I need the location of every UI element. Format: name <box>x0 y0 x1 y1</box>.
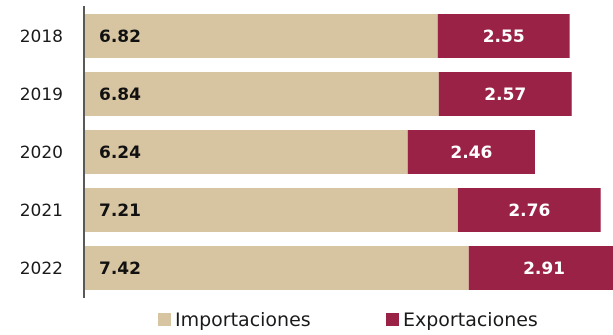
legend-swatch-exportaciones <box>386 313 399 326</box>
bar-importaciones-2019 <box>85 72 439 116</box>
legend: Importaciones Exportaciones <box>158 309 538 331</box>
y-tick-labels: 2018 2019 2020 2021 2022 <box>20 27 63 279</box>
data-label-exportaciones-2021: 2.76 <box>508 201 550 221</box>
data-label-exportaciones-2018: 2.55 <box>483 27 525 47</box>
bar-importaciones-2021 <box>85 188 458 232</box>
y-tick-label-2019: 2019 <box>20 85 63 105</box>
data-label-exportaciones-2022: 2.91 <box>523 259 565 279</box>
data-label-importaciones-2021: 7.21 <box>99 201 141 221</box>
bar-exportaciones-2018 <box>437 14 570 58</box>
data-label-importaciones-2022: 7.42 <box>99 259 141 279</box>
bars-group: 6.82 2.55 6.84 2.57 6.24 2.46 7.21 2.76 7.42 2.91 <box>85 14 613 290</box>
bar-importaciones-2018 <box>85 14 438 58</box>
bar-exportaciones-2021 <box>457 188 601 232</box>
bar-exportaciones-2022 <box>468 246 613 290</box>
legend-swatch-importaciones <box>158 313 171 326</box>
bar-importaciones-2020 <box>85 130 408 174</box>
y-tick-label-2020: 2020 <box>20 143 63 163</box>
legend-label-importaciones: Importaciones <box>175 309 311 331</box>
data-label-exportaciones-2020: 2.46 <box>450 143 492 163</box>
bar-exportaciones-2019 <box>438 72 572 116</box>
data-label-importaciones-2018: 6.82 <box>99 27 141 47</box>
bar-importaciones-2022 <box>85 246 469 290</box>
data-label-exportaciones-2019: 2.57 <box>484 85 526 105</box>
bar-exportaciones-2020 <box>407 130 535 174</box>
legend-label-exportaciones: Exportaciones <box>403 309 538 331</box>
data-label-importaciones-2020: 6.24 <box>99 143 141 163</box>
y-tick-label-2018: 2018 <box>20 27 63 47</box>
y-tick-label-2022: 2022 <box>20 259 63 279</box>
data-label-importaciones-2019: 6.84 <box>99 85 141 105</box>
y-tick-label-2021: 2021 <box>20 201 63 221</box>
